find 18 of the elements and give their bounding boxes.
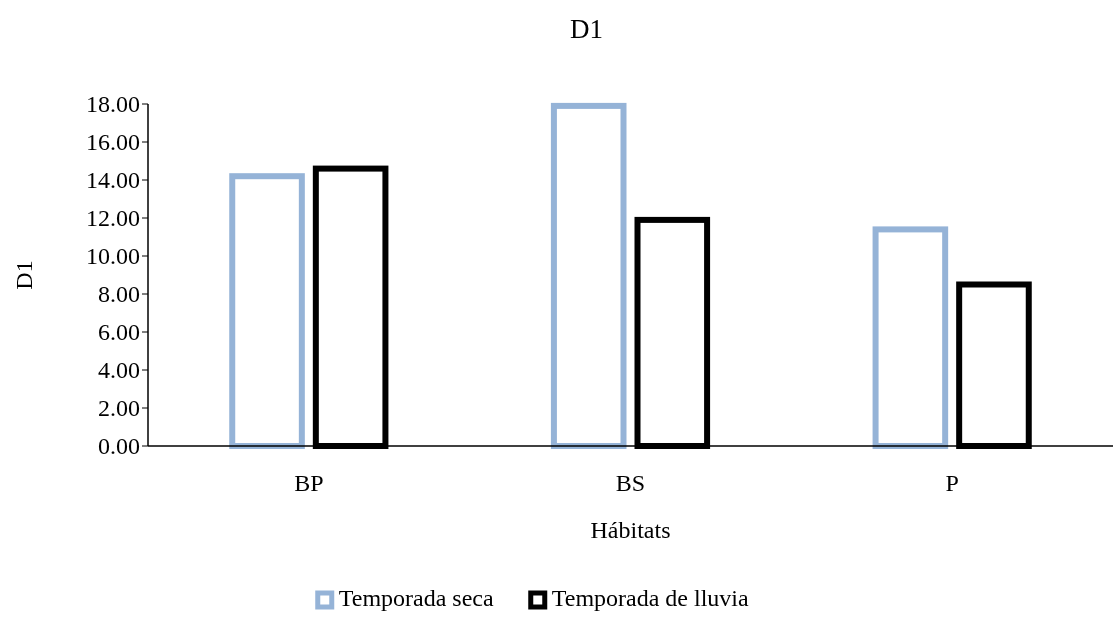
y-tick-label: 8.00: [98, 281, 140, 308]
y-tick-label: 14.00: [86, 167, 140, 194]
x-tick-label: BS: [615, 470, 646, 496]
legend-label: Temporada de lluvia: [551, 585, 750, 611]
chart-title: D1: [570, 14, 603, 44]
y-tick-label: 16.00: [86, 129, 140, 156]
y-tick-label: 6.00: [98, 319, 140, 346]
x-tick-label: P: [945, 470, 959, 496]
x-axis-title: Hábitats: [590, 517, 671, 543]
y-tick-label: 0.00: [98, 433, 140, 460]
y-tick-label: 4.00: [98, 357, 140, 384]
y-tick-label: 18.00: [86, 91, 140, 118]
legend-label: Temporada seca: [338, 585, 494, 611]
y-tick-label: 10.00: [86, 243, 140, 270]
x-tick-label: BP: [294, 470, 324, 496]
y-tick-label: 12.00: [86, 205, 140, 232]
y-axis-title: D1: [11, 260, 37, 290]
y-tick-label: 2.00: [98, 395, 140, 422]
